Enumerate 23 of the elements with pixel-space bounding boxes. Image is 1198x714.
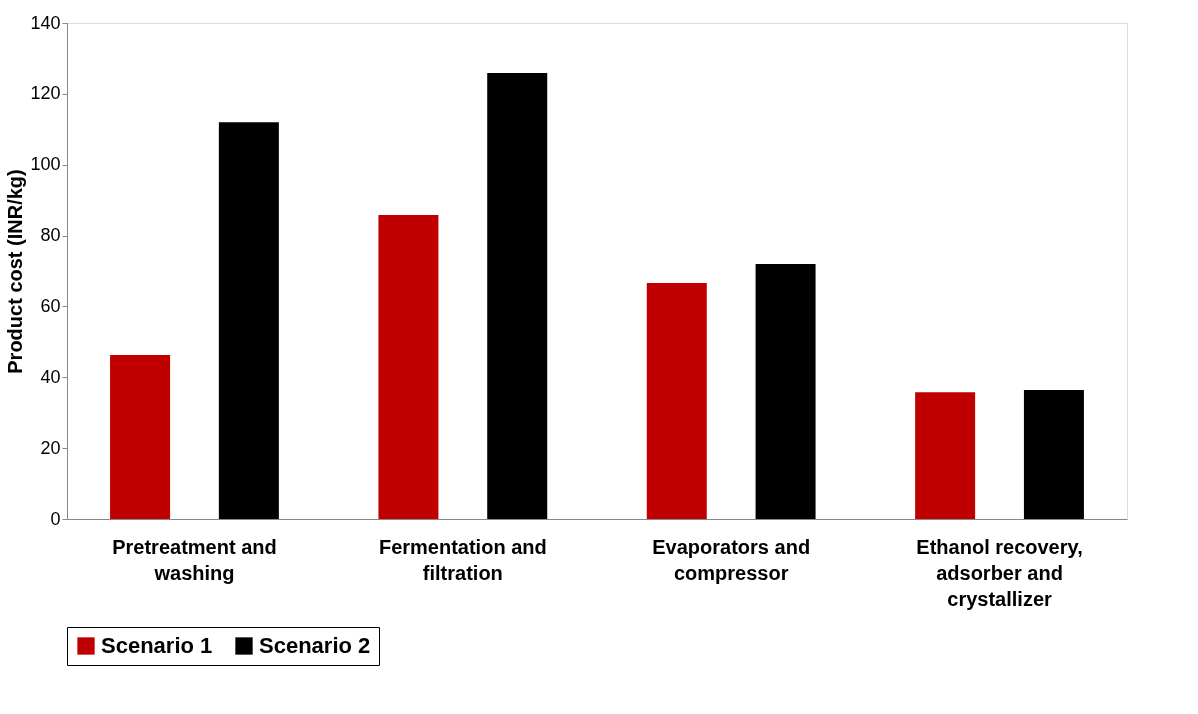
legend-label: Scenario 1 [101, 633, 213, 658]
y-tick-label: 40 [40, 366, 61, 387]
bar [755, 263, 816, 519]
y-tick-label: 20 [40, 437, 61, 458]
bar [1023, 390, 1084, 519]
bar [378, 215, 439, 519]
bar [915, 392, 976, 519]
x-tick-label: Fermentation and filtration [378, 535, 547, 584]
y-tick-label: 100 [30, 154, 61, 175]
y-tick-label: 140 [30, 12, 61, 33]
bar [110, 354, 171, 519]
y-axis-title: Product cost (INR/kg) [4, 169, 27, 374]
y-tick-label: 0 [50, 508, 61, 529]
y-tick-label: 80 [40, 225, 61, 246]
legend-label: Scenario 2 [259, 633, 371, 658]
bar [646, 283, 707, 519]
y-tick-label: 120 [30, 83, 61, 104]
x-tick-label: Ethanol recovery, adsorber and crystallizer [916, 535, 1083, 610]
y-tick-label: 60 [40, 295, 61, 316]
bar [218, 122, 279, 519]
x-tick-label: Pretreatment and washing [112, 535, 277, 584]
bar [487, 72, 548, 519]
x-tick-label: Evaporators and compressor [652, 535, 811, 584]
